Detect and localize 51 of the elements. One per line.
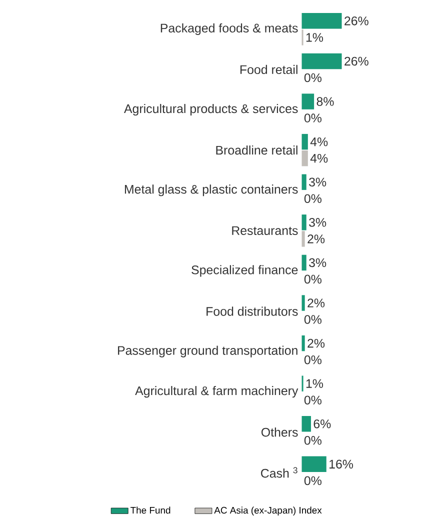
legend-label: The Fund [130,506,170,514]
bar [302,214,307,230]
y-tick-label: Specialized finance [192,265,298,277]
y-tick-label: Cash $^{3}$ [261,467,298,478]
y-tick-label: Broadline retail [216,145,298,155]
data-label: 0% [304,315,322,324]
data-label: 4% [310,137,328,146]
data-label: 0% [304,274,322,284]
data-label: 4% [310,154,328,163]
bar [302,295,305,311]
data-label: 3% [309,178,326,187]
y-tick-label: Others [262,428,298,437]
data-label: 2% [308,298,325,308]
legend-label: AC Asia (ex-Japan) Index [214,506,322,516]
bar [302,13,342,29]
bar [302,174,307,190]
bar [302,335,305,352]
bar [302,231,305,247]
data-label: 0% [304,396,322,404]
bar [302,94,314,110]
data-label: 0% [304,436,322,445]
data-label: 8% [316,97,334,106]
bar [302,456,327,472]
data-label: 1% [306,379,324,388]
bar [302,53,342,70]
bar [302,134,308,150]
y-tick-label: Agricultural products & services [124,104,298,116]
data-label: 0% [304,355,322,364]
data-label: 3% [309,258,326,268]
y-tick-label: Passenger ground transportation [118,346,298,358]
data-label: 16% [330,460,354,469]
bar [302,416,312,432]
y-tick-label: Food retail [240,64,298,74]
data-label: 6% [314,419,331,428]
data-label: 0% [304,194,322,204]
data-label: 0% [304,476,322,486]
data-label: 2% [308,338,325,348]
data-label: 1% [306,33,324,42]
data-label: 26% [344,16,369,26]
data-label: 26% [344,56,369,66]
y-tick-label: Agricultural & farm machinery [135,386,298,398]
data-label: 3% [309,218,326,227]
y-tick-label: Metal glass & plastic containers [125,184,298,196]
data-label: 2% [308,234,325,244]
y-tick-label: Restaurants [232,226,298,235]
data-label: 0% [304,114,322,122]
y-tick-label: Packaged foods & meats [161,23,298,35]
bar [302,150,308,166]
y-tick-label: Food distributors [206,306,298,316]
bar [302,254,307,271]
data-label: 0% [304,73,322,82]
